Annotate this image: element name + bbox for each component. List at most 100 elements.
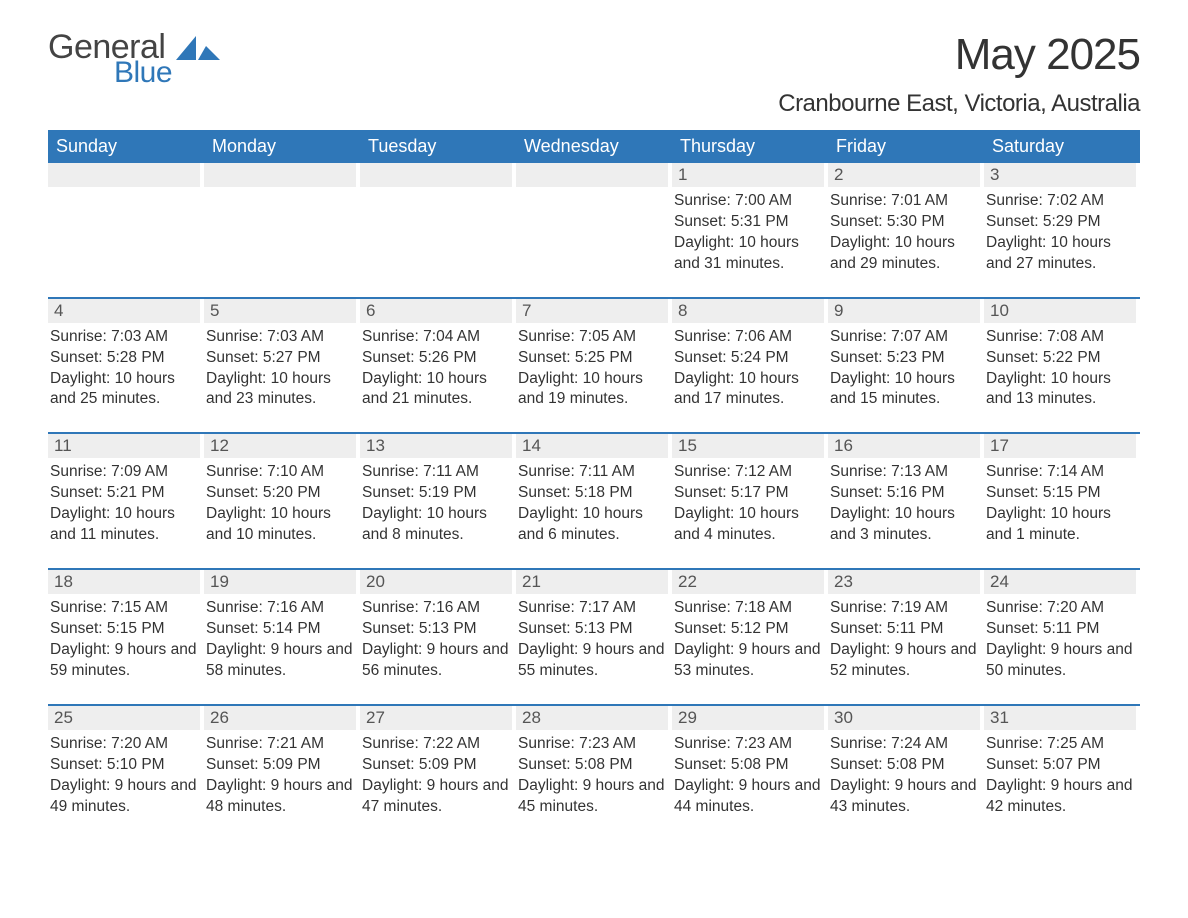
title-block: May 2025 Cranbourne East, Victoria, Aust… <box>778 30 1140 118</box>
calendar-week: 1Sunrise: 7:00 AMSunset: 5:31 PMDaylight… <box>48 163 1140 281</box>
daylight-line: Daylight: 10 hours and 29 minutes. <box>830 233 978 275</box>
calendar-day: 13Sunrise: 7:11 AMSunset: 5:19 PMDayligh… <box>360 434 516 552</box>
daylight-line: Daylight: 10 hours and 8 minutes. <box>362 504 510 546</box>
day-number: 28 <box>516 706 668 730</box>
calendar-day: 1Sunrise: 7:00 AMSunset: 5:31 PMDaylight… <box>672 163 828 281</box>
sunset-line: Sunset: 5:21 PM <box>50 483 198 504</box>
calendar-day: 16Sunrise: 7:13 AMSunset: 5:16 PMDayligh… <box>828 434 984 552</box>
month-title: May 2025 <box>778 30 1140 80</box>
sunset-line: Sunset: 5:13 PM <box>362 619 510 640</box>
sunset-line: Sunset: 5:12 PM <box>674 619 822 640</box>
day-number: 21 <box>516 570 668 594</box>
sunrise-line: Sunrise: 7:02 AM <box>986 191 1134 212</box>
sunrise-line: Sunrise: 7:07 AM <box>830 327 978 348</box>
sunrise-line: Sunrise: 7:22 AM <box>362 734 510 755</box>
daylight-line: Daylight: 10 hours and 4 minutes. <box>674 504 822 546</box>
calendar-day: 22 Sunrise: 7:18 AMSunset: 5:12 PMDayligh… <box>672 570 828 688</box>
calendar-day: 29Sunrise: 7:23 AMSunset: 5:08 PMDayligh… <box>672 706 828 824</box>
weekday-header: Saturday <box>984 130 1140 163</box>
logo-word-blue: Blue <box>114 58 172 88</box>
sunrise-line: Sunrise: 7:16 AM <box>206 598 354 619</box>
day-details: Sunrise: 7:24 AMSunset: 5:08 PMDaylight:… <box>828 730 980 818</box>
daylight-line: Daylight: 9 hours and 52 minutes. <box>830 640 978 682</box>
sunrise-line: Sunrise: 7:11 AM <box>518 462 666 483</box>
sunset-line: Sunset: 5:31 PM <box>674 212 822 233</box>
day-details: Sunrise: 7:12 AMSunset: 5:17 PMDaylight:… <box>672 458 824 546</box>
day-number <box>48 163 200 187</box>
sunset-line: Sunset: 5:26 PM <box>362 348 510 369</box>
day-number: 27 <box>360 706 512 730</box>
day-details: Sunrise: 7:03 AMSunset: 5:27 PMDaylight:… <box>204 323 356 411</box>
calendar: SundayMondayTuesdayWednesdayThursdayFrid… <box>48 130 1140 823</box>
sunrise-line: Sunrise: 7:04 AM <box>362 327 510 348</box>
day-details: Sunrise: 7:11 AMSunset: 5:18 PMDaylight:… <box>516 458 668 546</box>
calendar-day: 15Sunrise: 7:12 AMSunset: 5:17 PMDayligh… <box>672 434 828 552</box>
daylight-line: Daylight: 9 hours and 58 minutes. <box>206 640 354 682</box>
daylight-line: Daylight: 10 hours and 25 minutes. <box>50 369 198 411</box>
day-number: 18 <box>48 570 200 594</box>
header: General Blue May 2025 Cranbourne East, V… <box>48 30 1140 118</box>
daylight-line: Daylight: 10 hours and 17 minutes. <box>674 369 822 411</box>
sunset-line: Sunset: 5:30 PM <box>830 212 978 233</box>
sunrise-line: Sunrise: 7:25 AM <box>986 734 1134 755</box>
sunrise-line: Sunrise: 7:23 AM <box>518 734 666 755</box>
daylight-line: Daylight: 9 hours and 43 minutes. <box>830 776 978 818</box>
sunrise-line: Sunrise: 7:06 AM <box>674 327 822 348</box>
day-number: 20 <box>360 570 512 594</box>
sunrise-line: Sunrise: 7:08 AM <box>986 327 1134 348</box>
sunset-line: Sunset: 5:27 PM <box>206 348 354 369</box>
daylight-line: Daylight: 10 hours and 15 minutes. <box>830 369 978 411</box>
day-details: Sunrise: 7:13 AMSunset: 5:16 PMDaylight:… <box>828 458 980 546</box>
calendar-week: 11Sunrise: 7:09 AMSunset: 5:21 PMDayligh… <box>48 432 1140 552</box>
weekday-header: Sunday <box>48 130 204 163</box>
weekday-header: Wednesday <box>516 130 672 163</box>
sunrise-line: Sunrise: 7:24 AM <box>830 734 978 755</box>
sunrise-line: Sunrise: 7:00 AM <box>674 191 822 212</box>
calendar-day: 10Sunrise: 7:08 AMSunset: 5:22 PMDayligh… <box>984 299 1140 417</box>
day-details: Sunrise: 7:19 AMSunset: 5:11 PMDaylight:… <box>828 594 980 682</box>
calendar-day: 3Sunrise: 7:02 AMSunset: 5:29 PMDaylight… <box>984 163 1140 281</box>
daylight-line: Daylight: 9 hours and 50 minutes. <box>986 640 1134 682</box>
day-number: 26 <box>204 706 356 730</box>
sunset-line: Sunset: 5:15 PM <box>986 483 1134 504</box>
sunrise-line: Sunrise: 7:18 AM <box>674 598 822 619</box>
daylight-line: Daylight: 10 hours and 11 minutes. <box>50 504 198 546</box>
calendar-day: 18Sunrise: 7:15 AMSunset: 5:15 PMDayligh… <box>48 570 204 688</box>
calendar-day: 24Sunrise: 7:20 AMSunset: 5:11 PMDayligh… <box>984 570 1140 688</box>
sunrise-line: Sunrise: 7:09 AM <box>50 462 198 483</box>
sunset-line: Sunset: 5:19 PM <box>362 483 510 504</box>
daylight-line: Daylight: 9 hours and 53 minutes. <box>674 640 822 682</box>
day-number <box>360 163 512 187</box>
sunset-line: Sunset: 5:08 PM <box>830 755 978 776</box>
calendar-day: 20Sunrise: 7:16 AMSunset: 5:13 PMDayligh… <box>360 570 516 688</box>
daylight-line: Daylight: 10 hours and 1 minute. <box>986 504 1134 546</box>
calendar-week: 4Sunrise: 7:03 AMSunset: 5:28 PMDaylight… <box>48 297 1140 417</box>
sunset-line: Sunset: 5:08 PM <box>518 755 666 776</box>
sunset-line: Sunset: 5:16 PM <box>830 483 978 504</box>
day-number: 6 <box>360 299 512 323</box>
sunset-line: Sunset: 5:11 PM <box>830 619 978 640</box>
sunrise-line: Sunrise: 7:05 AM <box>518 327 666 348</box>
logo: General Blue <box>48 30 220 88</box>
day-number: 23 <box>828 570 980 594</box>
weekday-header: Thursday <box>672 130 828 163</box>
day-number: 22 <box>672 570 824 594</box>
daylight-line: Daylight: 10 hours and 10 minutes. <box>206 504 354 546</box>
day-number: 19 <box>204 570 356 594</box>
calendar-day <box>516 163 672 281</box>
weekday-header: Friday <box>828 130 984 163</box>
day-details: Sunrise: 7:01 AMSunset: 5:30 PMDaylight:… <box>828 187 980 275</box>
sunrise-line: Sunrise: 7:17 AM <box>518 598 666 619</box>
calendar-day: 30Sunrise: 7:24 AMSunset: 5:08 PMDayligh… <box>828 706 984 824</box>
calendar-day: 25Sunrise: 7:20 AMSunset: 5:10 PMDayligh… <box>48 706 204 824</box>
daylight-line: Daylight: 9 hours and 49 minutes. <box>50 776 198 818</box>
weekday-header-row: SundayMondayTuesdayWednesdayThursdayFrid… <box>48 130 1140 163</box>
day-details: Sunrise: 7:14 AMSunset: 5:15 PMDaylight:… <box>984 458 1136 546</box>
day-number: 2 <box>828 163 980 187</box>
sunset-line: Sunset: 5:28 PM <box>50 348 198 369</box>
sunrise-line: Sunrise: 7:23 AM <box>674 734 822 755</box>
sunset-line: Sunset: 5:10 PM <box>50 755 198 776</box>
daylight-line: Daylight: 9 hours and 42 minutes. <box>986 776 1134 818</box>
calendar-day: 5Sunrise: 7:03 AMSunset: 5:27 PMDaylight… <box>204 299 360 417</box>
sunset-line: Sunset: 5:09 PM <box>362 755 510 776</box>
